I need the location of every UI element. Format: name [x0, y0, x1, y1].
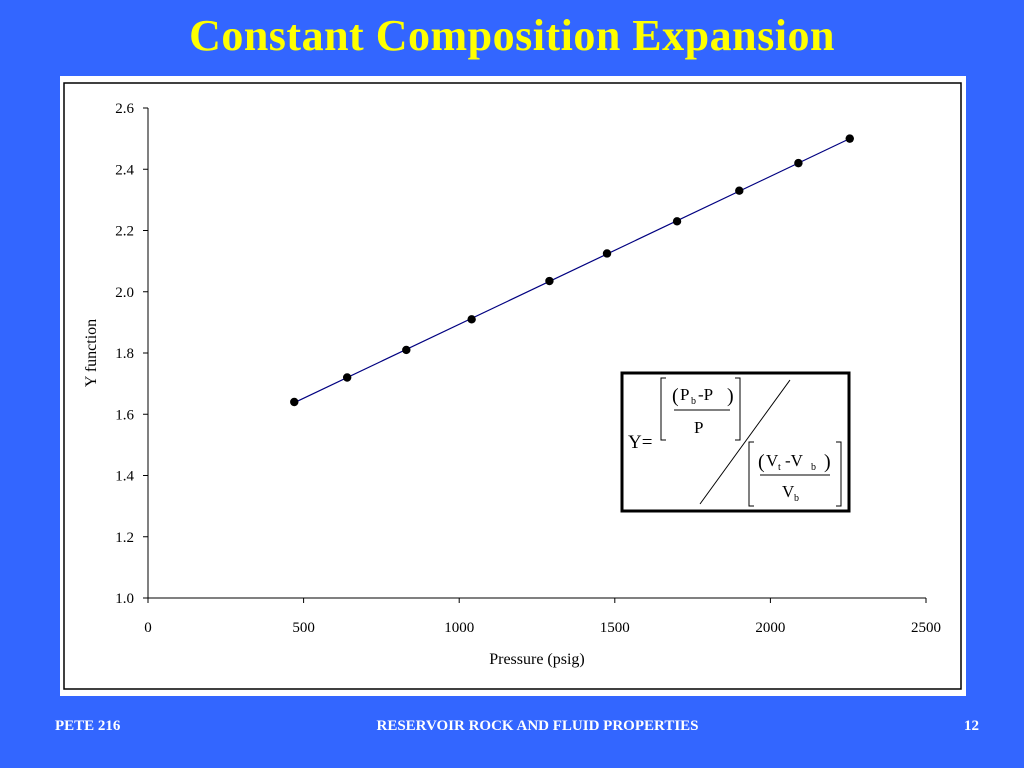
slide-title: Constant Composition Expansion [189, 11, 835, 60]
equation-num-rest: -P [698, 385, 713, 404]
denominator-right-bracket [836, 441, 842, 507]
x-tick-label: 0 [144, 620, 152, 636]
denominator-close-paren: ) [824, 451, 831, 473]
axes: 1.0 1.2 1.4 1.6 1.8 2.0 2.2 2.4 2.6 0 500 1000 1500 2… [83, 101, 941, 668]
data-point [402, 345, 411, 355]
x-tick-label: 2500 [911, 620, 941, 636]
x-axis-title: Pressure (psig) [489, 651, 585, 668]
footer-course: PETE 216 [55, 718, 121, 734]
equation-den-subscript-2: b [811, 462, 816, 473]
numerator-open-paren: ( [672, 385, 679, 407]
equation-lhs: Y= [628, 432, 652, 453]
trend-line [294, 138, 851, 404]
y-tick-label: 1.6 [115, 407, 134, 423]
marks [290, 134, 854, 407]
plot-border [63, 82, 962, 690]
denominator-left-bracket [748, 441, 754, 507]
footer-course-title: RESERVOIR ROCK AND FLUID PROPERTIES [376, 718, 699, 734]
y-tick-label: 2.6 [115, 101, 134, 117]
y-tick-label: 1.0 [115, 591, 134, 607]
y-tick-label: 1.4 [115, 469, 134, 485]
equation-num-denominator: P [694, 418, 703, 437]
chart-svg: 1.0 1.2 1.4 1.6 1.8 2.0 2.2 2.4 2.6 0 500 1000 1500 2… [63, 82, 962, 690]
y-tick-label: 2.2 [115, 224, 134, 240]
data-point [342, 373, 352, 382]
denominator-open-paren: ( [758, 451, 765, 473]
equation-num-symbol: P [680, 385, 689, 404]
data-point [794, 158, 803, 168]
y-tick-label: 2.0 [115, 285, 134, 301]
data-point [845, 134, 854, 143]
data-point [602, 249, 612, 258]
numerator-right-bracket [735, 377, 741, 441]
equation-divider-line [699, 379, 791, 505]
equation-den-denominator: V [782, 482, 795, 501]
data-point [290, 397, 299, 407]
data-point [735, 186, 744, 195]
data-point [672, 217, 682, 226]
chart-frame: 1.0 1.2 1.4 1.6 1.8 2.0 2.2 2.4 2.6 0 500 1000 1500 2… [60, 76, 966, 696]
equation-den-symbol: V [766, 451, 779, 470]
data-point [545, 276, 554, 286]
equation-num-subscript: b [691, 396, 696, 407]
data-point [467, 315, 476, 324]
footer-page-number: 12 [964, 718, 979, 734]
equation-den-denominator-subscript: b [794, 493, 799, 504]
equation-den-rest: -V [785, 451, 804, 470]
y-tick-label: 1.2 [115, 530, 134, 546]
x-tick-label: 2000 [755, 620, 785, 636]
y-tick-label: 2.4 [115, 162, 134, 178]
y-axis-title: Y function [83, 319, 100, 387]
numerator-close-paren: ) [727, 385, 734, 407]
equation-den-subscript-1: t [778, 462, 781, 473]
equation-box-border [620, 371, 851, 513]
x-tick-label: 500 [292, 620, 315, 636]
y-tick-label: 1.8 [115, 346, 134, 362]
x-tick-label: 1000 [444, 620, 474, 636]
numerator-left-bracket [660, 377, 666, 441]
equation-annotation: Y= ( ) P b -P P ( ) V t -V b V b [620, 371, 851, 513]
x-tick-label: 1500 [600, 620, 630, 636]
